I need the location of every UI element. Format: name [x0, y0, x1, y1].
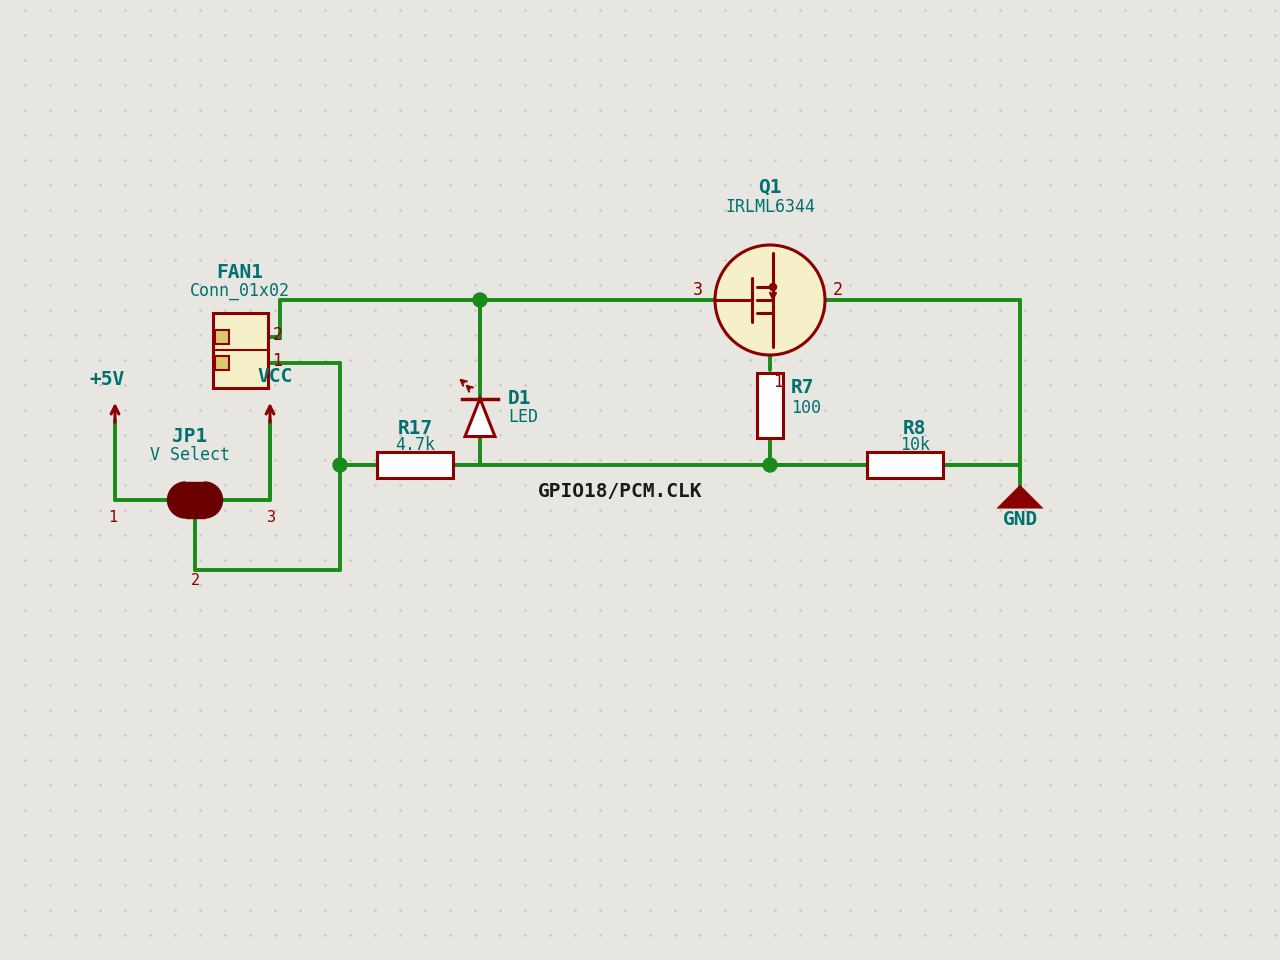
Bar	[378, 452, 453, 478]
Wedge shape	[205, 482, 223, 518]
Text: R7: R7	[791, 378, 814, 397]
Text: R8: R8	[904, 419, 927, 438]
Polygon shape	[465, 398, 495, 437]
Text: 1: 1	[109, 510, 118, 525]
Text: GPIO18/PCM.CLK: GPIO18/PCM.CLK	[538, 482, 703, 501]
Text: 100: 100	[791, 399, 820, 417]
Bar	[756, 372, 783, 438]
Text: 3: 3	[692, 281, 703, 299]
Circle shape	[763, 458, 777, 472]
Text: R17: R17	[397, 419, 433, 438]
Text: 4.7k: 4.7k	[396, 436, 435, 454]
Text: 2: 2	[273, 326, 283, 345]
Text: 3: 3	[268, 510, 276, 525]
Circle shape	[716, 245, 826, 355]
Text: Q1: Q1	[758, 178, 782, 197]
Text: 10k: 10k	[900, 436, 931, 454]
Text: 1: 1	[773, 373, 783, 391]
Bar	[186, 482, 205, 518]
Text: LED: LED	[508, 407, 538, 425]
Bar	[215, 330, 229, 345]
Text: 1: 1	[273, 351, 283, 370]
Text: JP1: JP1	[173, 427, 207, 446]
Polygon shape	[1000, 487, 1039, 507]
Circle shape	[333, 458, 347, 472]
Text: Conn_01x02: Conn_01x02	[189, 282, 291, 300]
Bar	[867, 452, 943, 478]
Text: +5V: +5V	[90, 370, 124, 389]
Bar	[215, 356, 229, 370]
Bar	[212, 313, 268, 388]
Text: 2: 2	[191, 573, 200, 588]
Text: D1: D1	[508, 389, 531, 407]
Text: IRLML6344: IRLML6344	[724, 198, 815, 216]
Text: 2: 2	[833, 281, 844, 299]
Circle shape	[474, 293, 486, 307]
Wedge shape	[168, 482, 186, 518]
Text: V Select: V Select	[150, 446, 230, 464]
Text: FAN1: FAN1	[216, 263, 264, 282]
Circle shape	[769, 283, 777, 291]
Text: GND: GND	[1002, 510, 1038, 529]
Text: VCC: VCC	[257, 367, 293, 386]
